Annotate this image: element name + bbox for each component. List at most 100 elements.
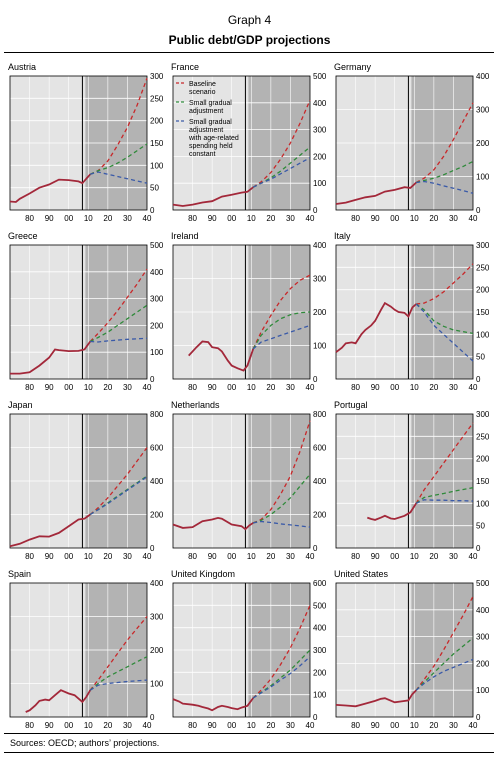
x-tick-label: 30 [286,552,295,561]
y-tick-label: 400 [476,606,490,615]
x-tick-label: 40 [143,721,152,730]
panel-title: Portugal [334,400,368,410]
top-rule [4,52,494,53]
series-line-gradual [253,473,311,524]
y-tick-label: 800 [313,410,327,419]
series-line-actual [172,516,254,531]
x-tick-label: 80 [25,383,34,392]
y-tick-label: 0 [150,206,155,215]
y-tick-label: 0 [150,375,155,384]
series-line-age-related [253,520,311,528]
panel-japan: Japan 0 200 400 600 800 80 90 00 10 20 30 40 [8,400,164,561]
y-tick-label: 500 [313,72,327,81]
x-tick-label: 80 [188,721,197,730]
y-tick-label: 200 [150,321,164,330]
x-tick-label: 40 [306,383,315,392]
y-tick-label: 250 [476,263,490,272]
series-line-age-related [252,656,311,699]
y-tick-label: 800 [150,410,164,419]
x-tick-label: 90 [45,383,54,392]
panel-title: Germany [334,62,372,72]
panel-title: Italy [334,231,351,241]
y-tick-label: 0 [313,544,318,553]
plot-frame [9,413,148,549]
panel-ireland: Ireland 0 100 200 300 400 80 90 00 10 20 30 40 [171,231,327,392]
y-tick-label: 200 [150,117,164,126]
y-tick-label: 100 [150,348,164,357]
y-tick-label: 0 [313,206,318,215]
x-tick-label: 20 [266,721,275,730]
x-tick-label: 00 [64,552,73,561]
y-tick-label: 200 [150,646,164,655]
panel-title: United States [334,569,389,579]
series-line-baseline [416,263,474,305]
x-tick-label: 20 [429,721,438,730]
x-tick-label: 00 [227,383,236,392]
x-tick-label: 40 [306,214,315,223]
x-tick-label: 30 [286,214,295,223]
x-tick-label: 80 [25,552,34,561]
x-tick-label: 00 [64,383,73,392]
y-tick-label: 300 [476,106,490,115]
x-tick-label: 30 [449,552,458,561]
y-tick-label: 100 [476,330,490,339]
x-tick-label: 40 [469,383,478,392]
x-tick-label: 10 [247,214,256,223]
projection-region [248,76,310,210]
panel-germany: Germany 0 100 200 300 400 80 90 00 10 20 30 40 [334,62,490,223]
series-line-baseline [252,605,311,699]
series-line-age-related [89,476,148,516]
x-tick-label: 90 [371,383,380,392]
x-tick-label: 30 [286,383,295,392]
plot-frame [172,582,311,718]
plot-frame [9,75,148,211]
y-tick-label: 150 [150,139,164,148]
y-tick-label: 100 [476,686,490,695]
y-tick-label: 100 [150,161,164,170]
panel-portugal: Portugal 0 50 100 150 200 250 300 80 90 00 10 20 30 40 [334,400,490,561]
y-tick-label: 0 [313,713,318,722]
footer-rule [4,752,494,753]
series-line-gradual [89,143,148,175]
series-line-age-related [416,180,474,194]
plot-frame [335,75,474,211]
x-tick-label: 00 [390,383,399,392]
panel-title: Spain [8,569,31,579]
y-tick-label: 400 [313,624,327,633]
plot-frame [335,244,474,380]
y-tick-label: 100 [313,179,327,188]
legend-entry: Small gradual adjustment with age-related s… [188,119,239,158]
series-line-actual [172,186,254,207]
y-tick-label: 100 [150,680,164,689]
y-tick-label: 0 [150,544,155,553]
y-tick-label: 250 [150,94,164,103]
x-tick-label: 30 [123,552,132,561]
panel-title: Greece [8,231,38,241]
y-tick-label: 200 [313,511,327,520]
series-line-baseline [252,99,311,188]
y-tick-label: 400 [150,477,164,486]
x-tick-label: 00 [390,721,399,730]
panel-italy: Italy 0 50 100 150 200 250 300 80 90 00 10 20 30 40 [334,231,490,392]
y-tick-label: 0 [476,206,481,215]
x-tick-label: 40 [469,721,478,730]
x-tick-label: 00 [390,552,399,561]
x-tick-label: 20 [103,552,112,561]
panel-title: France [171,62,199,72]
series-line-baseline [89,616,148,691]
x-tick-label: 00 [227,721,236,730]
projection-region [411,583,473,717]
y-tick-label: 500 [150,241,164,250]
y-tick-label: 200 [476,286,490,295]
x-tick-label: 20 [266,383,275,392]
x-tick-label: 90 [208,214,217,223]
x-tick-label: 10 [247,721,256,730]
series-line-age-related [252,324,311,350]
x-tick-label: 30 [123,214,132,223]
series-line-baseline [252,420,311,524]
y-tick-label: 300 [150,72,164,81]
y-tick-label: 0 [313,375,318,384]
panel-united-states: United States 0 100 200 300 400 500 80 90 00 10 20 3… [334,569,490,730]
plot-frame [172,75,311,211]
x-tick-label: 40 [143,383,152,392]
